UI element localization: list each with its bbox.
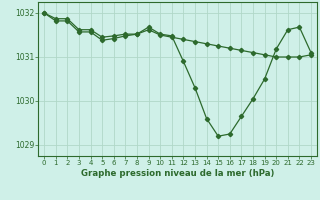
X-axis label: Graphe pression niveau de la mer (hPa): Graphe pression niveau de la mer (hPa)	[81, 169, 274, 178]
